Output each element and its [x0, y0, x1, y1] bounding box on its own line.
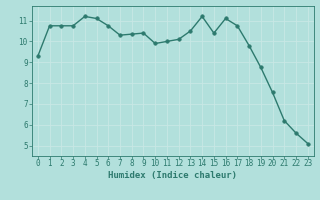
- X-axis label: Humidex (Indice chaleur): Humidex (Indice chaleur): [108, 171, 237, 180]
